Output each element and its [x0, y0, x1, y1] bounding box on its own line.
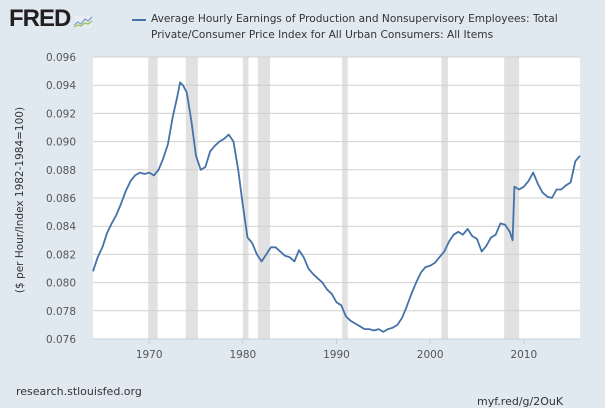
fred-chart-icon: [73, 15, 94, 29]
y-tick-label: 0.084: [46, 221, 76, 233]
y-tick-label: 0.090: [46, 137, 76, 149]
x-tick-label: 2000: [417, 349, 444, 361]
y-tick-label: 0.096: [46, 52, 76, 64]
fred-logo-text: FRED: [9, 5, 71, 32]
y-tick-label: 0.080: [46, 278, 76, 290]
legend-swatch: [132, 19, 146, 21]
y-tick-label: 0.088: [46, 165, 76, 177]
data-line: [92, 81, 581, 333]
fred-logo[interactable]: FRED: [9, 5, 94, 32]
y-tick-label: 0.076: [46, 334, 76, 346]
x-tick-label: 1970: [136, 349, 163, 361]
legend-label: Average Hourly Earnings of Production an…: [151, 13, 558, 41]
x-tick-label: 2010: [510, 349, 537, 361]
x-tick-label: 1990: [323, 349, 350, 361]
chart-legend: Average Hourly Earnings of Production an…: [132, 11, 602, 43]
source-link[interactable]: research.stlouisfed.org: [16, 385, 142, 398]
short-link[interactable]: myf.red/g/2OuK: [477, 395, 564, 408]
y-tick-label: 0.092: [46, 108, 76, 120]
y-tick-label: 0.078: [46, 306, 76, 318]
x-tick-label: 1980: [229, 349, 256, 361]
y-tick-label: 0.094: [46, 80, 76, 92]
y-tick-label: 0.082: [46, 249, 76, 261]
y-tick-label: 0.086: [46, 193, 76, 205]
